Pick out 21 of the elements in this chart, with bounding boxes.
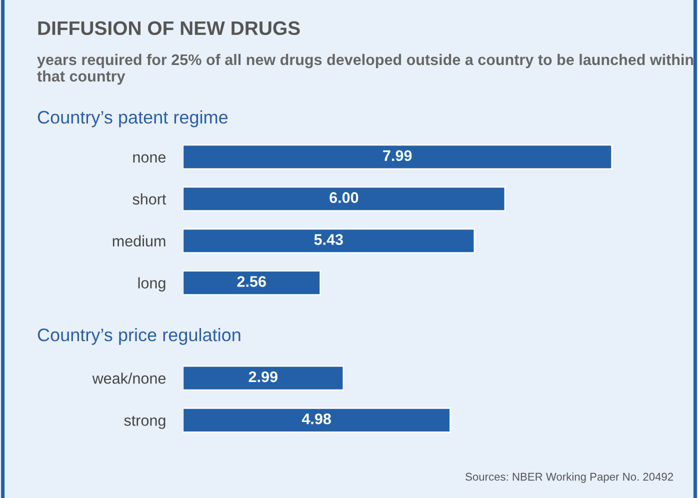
- bar: [182, 144, 613, 170]
- y-tick-label: long: [138, 277, 166, 292]
- data-label: 2.99: [248, 371, 278, 382]
- y-tick-label: medium: [112, 235, 166, 247]
- data-label: 6.00: [330, 192, 358, 203]
- data-label: 7.99: [383, 150, 412, 162]
- y-tick-label: none: [133, 154, 166, 163]
- text: Country’s patent regime: [38, 110, 228, 128]
- data-label: 5.43: [314, 234, 343, 245]
- chart-subtitle: years required for 25% of all new drugs developed outside a country to be launched within that country: [37, 54, 694, 85]
- bar: [182, 228, 476, 254]
- y-tick-label: strong: [124, 416, 166, 429]
- bar: [182, 270, 322, 296]
- data-label: 4.98: [302, 413, 331, 424]
- chart-title: Country’s price regulation: [38, 328, 240, 345]
- bar: [182, 186, 506, 212]
- y-tick-label: short: [132, 193, 166, 205]
- chart-title: DIFFUSION OF NEW DRUGS: [38, 21, 300, 36]
- source-note: Sources: NBER Working Paper No. 20492: [466, 472, 674, 483]
- y-tick-label: weak/none: [92, 372, 166, 384]
- data-label: 2.56: [237, 276, 266, 287]
